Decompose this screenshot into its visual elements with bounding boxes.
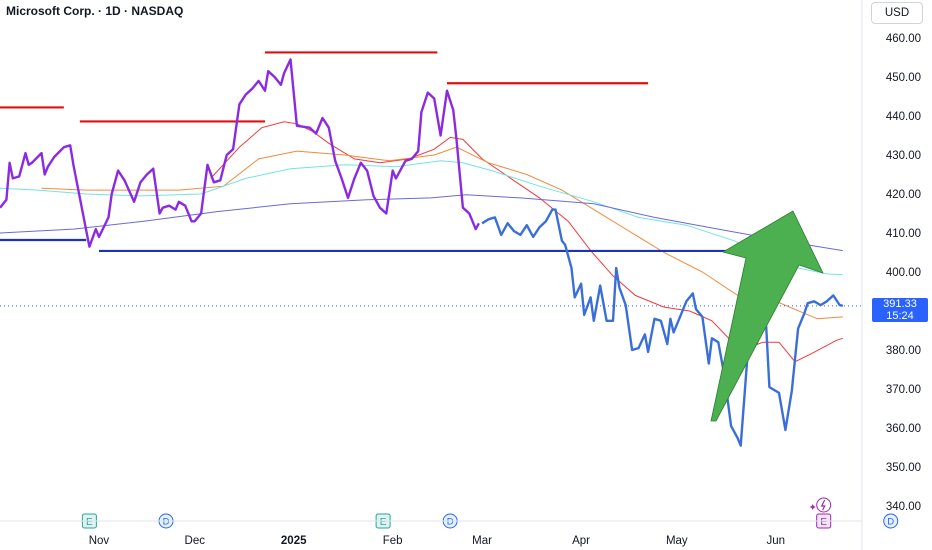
chart-title: Microsoft Corp. · 1D · NASDAQ <box>6 4 184 18</box>
y-tick-label: 350.00 <box>886 462 921 474</box>
x-tick-label: Apr <box>572 535 590 547</box>
y-tick-label: 340.00 <box>886 501 921 513</box>
earnings-marker-label: E <box>380 517 387 528</box>
dividend-marker[interactable] <box>883 513 899 529</box>
sparkle-icon <box>809 504 816 510</box>
x-tick-label: Feb <box>383 535 403 547</box>
x-tick-label: Jun <box>767 535 786 547</box>
y-tick-label: 440.00 <box>886 111 921 123</box>
y-tick-label: 430.00 <box>886 150 921 162</box>
x-tick-label: Mar <box>472 535 492 547</box>
dividend-marker-label: D <box>163 517 170 528</box>
moving-average-slate-line <box>0 194 843 252</box>
x-tick-label: May <box>666 535 688 547</box>
bar-countdown: 15:24 <box>886 309 914 322</box>
price-line-segment <box>0 58 480 248</box>
earnings-marker-label: E <box>86 517 93 528</box>
price-lines <box>0 58 844 447</box>
moving-averages <box>0 121 843 363</box>
x-tick-label: 2025 <box>281 535 307 547</box>
lightning-icon <box>820 499 826 511</box>
x-tick-label: Dec <box>185 535 206 547</box>
y-axis: 460.00 450.00 440.00 430.00 420.00 410.00 400.… <box>886 33 921 513</box>
x-axis: Nov Dec 2025 Feb Mar Apr May Jun <box>89 535 785 547</box>
y-tick-label: 420.00 <box>886 189 921 201</box>
y-tick-label: 450.00 <box>886 72 921 84</box>
dividend-marker-label: D <box>447 517 454 528</box>
upcoming-earnings-icon[interactable] <box>816 497 832 513</box>
currency-button[interactable]: USD <box>871 2 923 24</box>
last-price-tag: 391.33 15:24 <box>872 298 928 322</box>
y-tick-label: 410.00 <box>886 228 921 240</box>
earnings-marker-label: E <box>820 517 827 528</box>
y-tick-label: 400.00 <box>886 267 921 279</box>
green-up-arrow[interactable] <box>710 210 824 422</box>
moving-average-cyan-line <box>0 160 843 276</box>
moving-average-orange-line <box>41 146 843 320</box>
y-tick-label: 460.00 <box>886 33 921 45</box>
y-tick-label: 380.00 <box>886 345 921 357</box>
price-line-segment <box>481 208 844 447</box>
y-tick-label: 370.00 <box>886 384 921 396</box>
dividend-marker-label: D <box>887 517 894 528</box>
up-arrow-annotation <box>710 210 824 422</box>
horizontal-levels <box>0 51 751 253</box>
x-tick-label: Nov <box>89 535 110 547</box>
last-price-value: 391.33 <box>883 298 917 310</box>
y-tick-label: 360.00 <box>886 423 921 435</box>
